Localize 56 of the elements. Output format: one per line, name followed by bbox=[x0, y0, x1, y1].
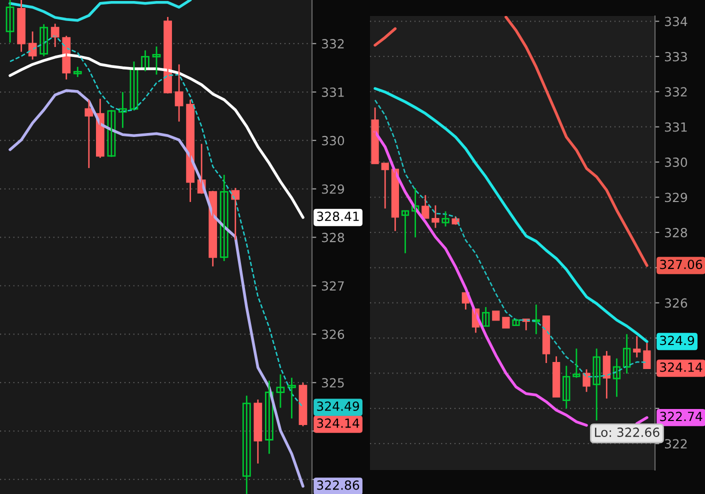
candlestick bbox=[592, 348, 600, 422]
y-tick-label: 333 bbox=[664, 52, 687, 62]
candlestick bbox=[242, 394, 251, 494]
candlestick bbox=[622, 333, 631, 374]
candlestick bbox=[152, 46, 161, 76]
data-label: 324.49 bbox=[317, 401, 360, 411]
y-tick-label: 331 bbox=[322, 87, 344, 97]
candlestick bbox=[276, 374, 285, 408]
y-tick-label: 325 bbox=[322, 378, 344, 388]
candlestick bbox=[532, 304, 540, 335]
candlestick bbox=[264, 380, 274, 454]
y-tick-label: 334 bbox=[664, 16, 688, 26]
y-tick-label: 330 bbox=[322, 136, 344, 146]
annotation: Lo: 322.66 bbox=[595, 428, 660, 437]
text: 324.14 bbox=[660, 362, 702, 372]
y-tick-label: 326 bbox=[322, 330, 344, 340]
candlestick bbox=[482, 306, 490, 327]
candlestick bbox=[432, 204, 440, 229]
y-tick-label: 332 bbox=[322, 39, 344, 49]
y-tick-label: 329 bbox=[322, 184, 344, 194]
candlestick bbox=[562, 365, 570, 410]
candlestick bbox=[141, 50, 150, 72]
candlestick bbox=[220, 174, 228, 262]
data-label: 322.74 bbox=[660, 412, 702, 422]
data-label: 328.41 bbox=[317, 212, 359, 222]
text: 324.14 bbox=[317, 418, 360, 428]
candlestick bbox=[107, 109, 116, 158]
data-label: 324.9 bbox=[660, 336, 694, 346]
candlestick bbox=[6, 0, 14, 44]
candlestick bbox=[502, 316, 510, 329]
candlestick bbox=[401, 210, 410, 254]
line-series bbox=[8, 0, 192, 22]
y-tick-label: 328 bbox=[664, 228, 688, 238]
candlestick bbox=[612, 358, 621, 398]
candlestick bbox=[412, 187, 420, 238]
line-series bbox=[8, 89, 304, 488]
line-series bbox=[8, 53, 304, 219]
y-tick-label: 331 bbox=[664, 122, 687, 132]
y-tick-label: 326 bbox=[664, 298, 688, 308]
candlestick bbox=[40, 24, 48, 57]
y-tick-label: 327 bbox=[322, 281, 344, 291]
candlestick bbox=[492, 310, 500, 321]
candlestick bbox=[118, 91, 127, 129]
data-label: 327.06 bbox=[660, 260, 702, 270]
y-tick-label: 328 bbox=[322, 232, 344, 242]
y-tick-label: 330 bbox=[664, 158, 688, 167]
candlestick bbox=[288, 377, 296, 420]
y-tick-label: 329 bbox=[664, 192, 688, 202]
y-tick-label: 322 bbox=[664, 439, 687, 449]
line-series bbox=[374, 87, 648, 343]
candlestick bbox=[130, 60, 138, 112]
candlestick bbox=[572, 348, 580, 378]
candlestick bbox=[442, 210, 450, 228]
candlestick bbox=[73, 66, 82, 78]
data-label: 322.86 bbox=[317, 480, 360, 490]
y-tick-label: 332 bbox=[664, 87, 687, 97]
